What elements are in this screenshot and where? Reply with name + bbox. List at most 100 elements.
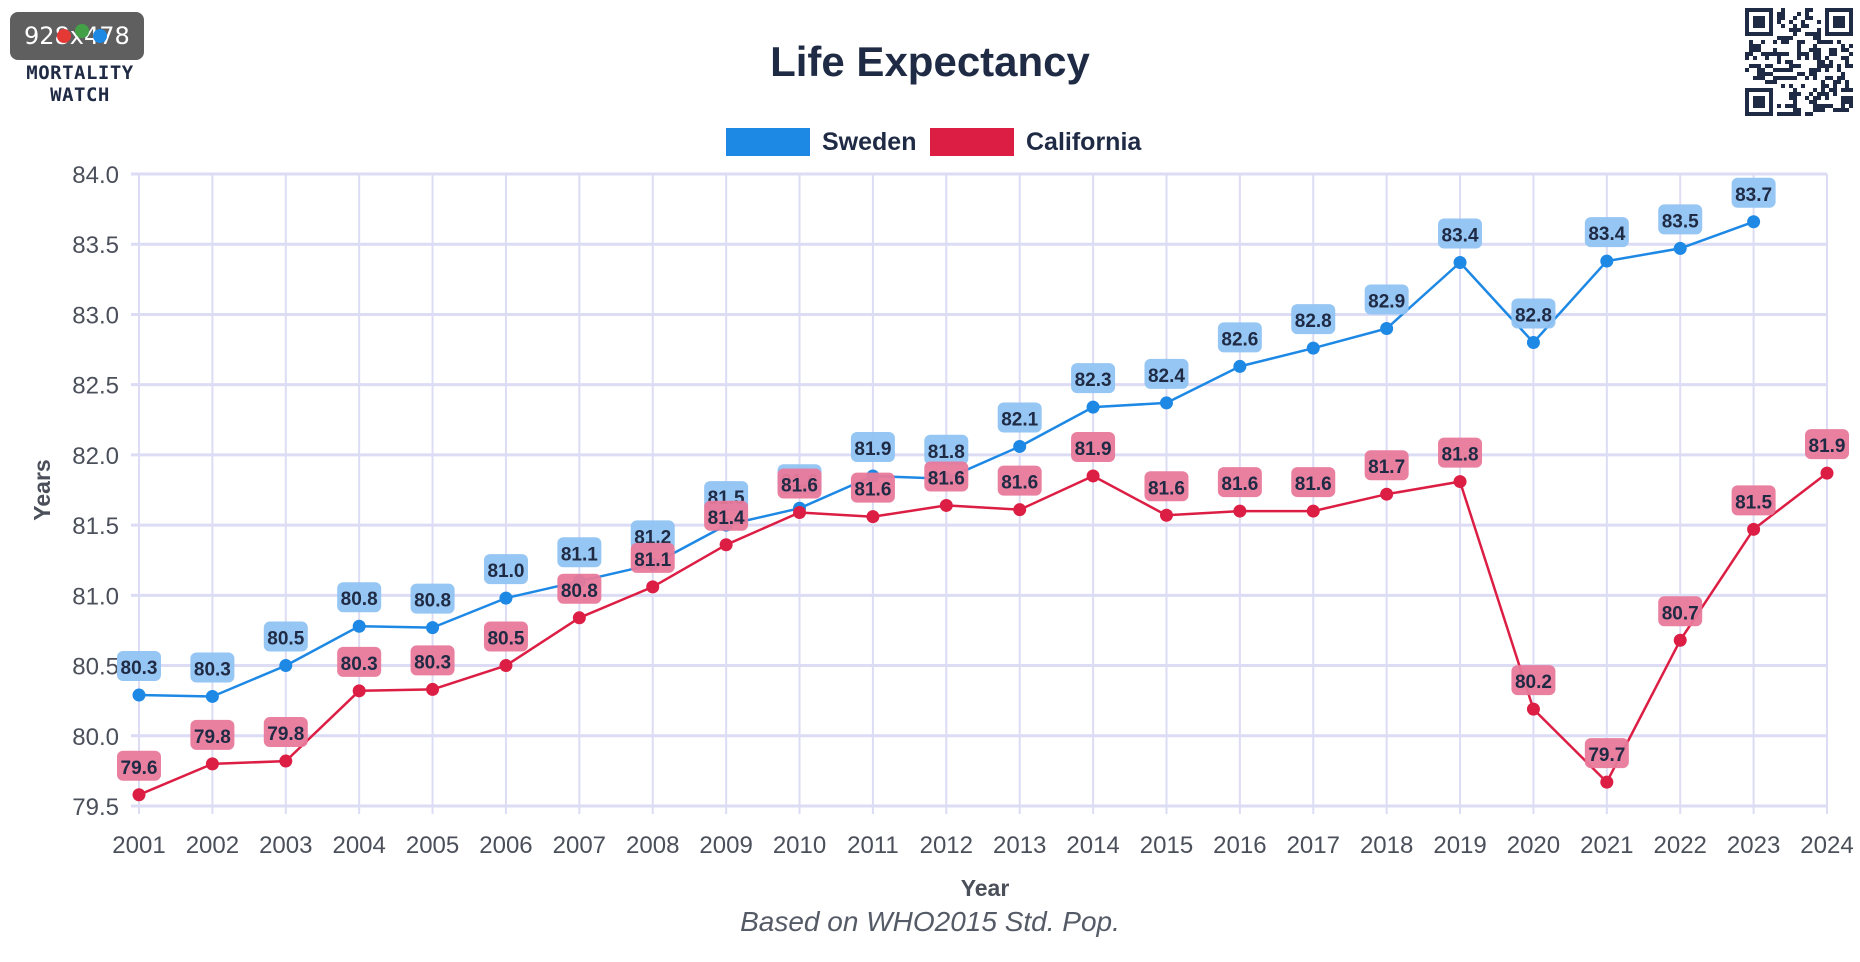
y-tick-label: 80.0	[72, 724, 119, 751]
data-point-sweden	[1380, 321, 1394, 335]
qr-module	[1781, 84, 1785, 88]
data-label-bg-california	[630, 542, 675, 573]
qr-module	[1801, 40, 1805, 44]
qr-module	[1773, 68, 1777, 72]
x-tick-label: 2005	[406, 832, 459, 859]
qr-module	[1813, 48, 1817, 52]
qr-module	[1821, 108, 1825, 112]
data-label-sweden: 80.5	[267, 629, 304, 650]
data-label-bg-california	[1731, 485, 1776, 516]
data-point-california	[352, 684, 366, 698]
data-point-sweden	[1453, 255, 1467, 269]
qr-module	[1757, 64, 1761, 68]
data-label-bg-sweden	[410, 583, 455, 614]
qr-module	[1773, 40, 1777, 44]
data-label-sweden: 80.3	[121, 658, 158, 679]
y-tick-label: 79.5	[72, 794, 119, 821]
data-label-bg-california	[777, 468, 822, 499]
qr-module	[1781, 8, 1785, 12]
qr-module	[1833, 88, 1837, 92]
qr-module	[1793, 16, 1797, 20]
data-label-california: 80.8	[561, 581, 598, 602]
qr-module	[1845, 80, 1849, 84]
data-point-california	[132, 788, 146, 802]
qr-module	[1841, 100, 1845, 104]
x-tick-label: 2015	[1140, 832, 1193, 859]
qr-module	[1825, 64, 1829, 68]
qr-module	[1785, 76, 1789, 80]
qr-module	[1817, 60, 1821, 64]
data-label-bg-california	[1071, 431, 1116, 462]
qr-module	[1793, 24, 1797, 28]
data-point-california	[939, 498, 953, 512]
data-point-sweden	[1747, 215, 1761, 229]
qr-module	[1845, 108, 1849, 112]
data-point-california	[646, 580, 660, 594]
qr-module	[1817, 96, 1821, 100]
qr-module	[1825, 104, 1829, 108]
data-label-california: 81.6	[1001, 473, 1038, 494]
qr-module	[1817, 40, 1821, 44]
qr-module	[1789, 20, 1793, 24]
data-label-sweden: 82.8	[1515, 306, 1552, 327]
data-label-california: 81.7	[1368, 457, 1405, 478]
qr-module	[1841, 88, 1845, 92]
data-point-sweden	[1673, 241, 1687, 255]
qr-module	[1753, 64, 1757, 68]
data-label-sweden: 82.9	[1368, 291, 1405, 312]
legend-item-sweden[interactable]: Sweden	[726, 126, 916, 158]
qr-module	[1849, 64, 1853, 68]
data-label-california: 81.8	[1442, 445, 1479, 466]
qr-module	[1797, 112, 1801, 116]
qr-module	[1777, 56, 1781, 60]
data-label-bg-sweden	[1364, 284, 1409, 315]
qr-module	[1765, 56, 1769, 60]
x-tick-label: 2018	[1360, 832, 1413, 859]
data-label-bg-sweden	[1071, 363, 1116, 394]
qr-module	[1785, 40, 1789, 44]
qr-module	[1817, 64, 1821, 68]
qr-module	[1841, 108, 1845, 112]
data-point-california	[1380, 487, 1394, 501]
qr-module	[1849, 52, 1853, 56]
y-tick-label: 84.0	[72, 162, 119, 189]
qr-module	[1789, 36, 1793, 40]
qr-module	[1813, 72, 1817, 76]
x-tick-label: 2017	[1287, 832, 1340, 859]
qr-module	[1769, 72, 1773, 76]
qr-module	[1849, 100, 1853, 104]
qr-module	[1809, 100, 1813, 104]
data-label-sweden: 80.8	[414, 591, 451, 612]
qr-module	[1777, 16, 1781, 20]
data-point-california	[1526, 702, 1540, 716]
qr-module	[1833, 80, 1837, 84]
qr-module	[1845, 56, 1849, 60]
qr-module	[1789, 92, 1793, 96]
qr-module	[1749, 48, 1753, 52]
qr-module	[1753, 44, 1757, 48]
qr-module	[1801, 84, 1805, 88]
data-label-sweden: 81.1	[561, 544, 598, 565]
data-label-bg-sweden	[924, 434, 969, 465]
data-label-sweden: 82.4	[1148, 366, 1185, 387]
qr-module	[1789, 104, 1793, 108]
data-label-bg-california	[1658, 596, 1703, 627]
qr-module	[1829, 88, 1833, 92]
qr-module	[1817, 32, 1821, 36]
data-label-sweden: 82.3	[1075, 370, 1112, 391]
qr-module	[1745, 56, 1749, 60]
qr-module	[1805, 52, 1809, 56]
qr-module	[1845, 100, 1849, 104]
y-tick-label: 81.5	[72, 513, 119, 540]
qr-module	[1789, 96, 1793, 100]
qr-module	[1753, 56, 1757, 60]
qr-module	[1829, 76, 1833, 80]
data-label-bg-sweden	[1144, 358, 1189, 389]
qr-module	[1777, 104, 1781, 108]
qr-module	[1797, 72, 1801, 76]
qr-module	[1805, 56, 1809, 60]
y-tick-label: 80.5	[72, 654, 119, 681]
legend-item-california[interactable]: California	[930, 126, 1141, 158]
data-label-sweden: 82.8	[1295, 311, 1332, 332]
data-label-california: 80.3	[414, 652, 451, 673]
